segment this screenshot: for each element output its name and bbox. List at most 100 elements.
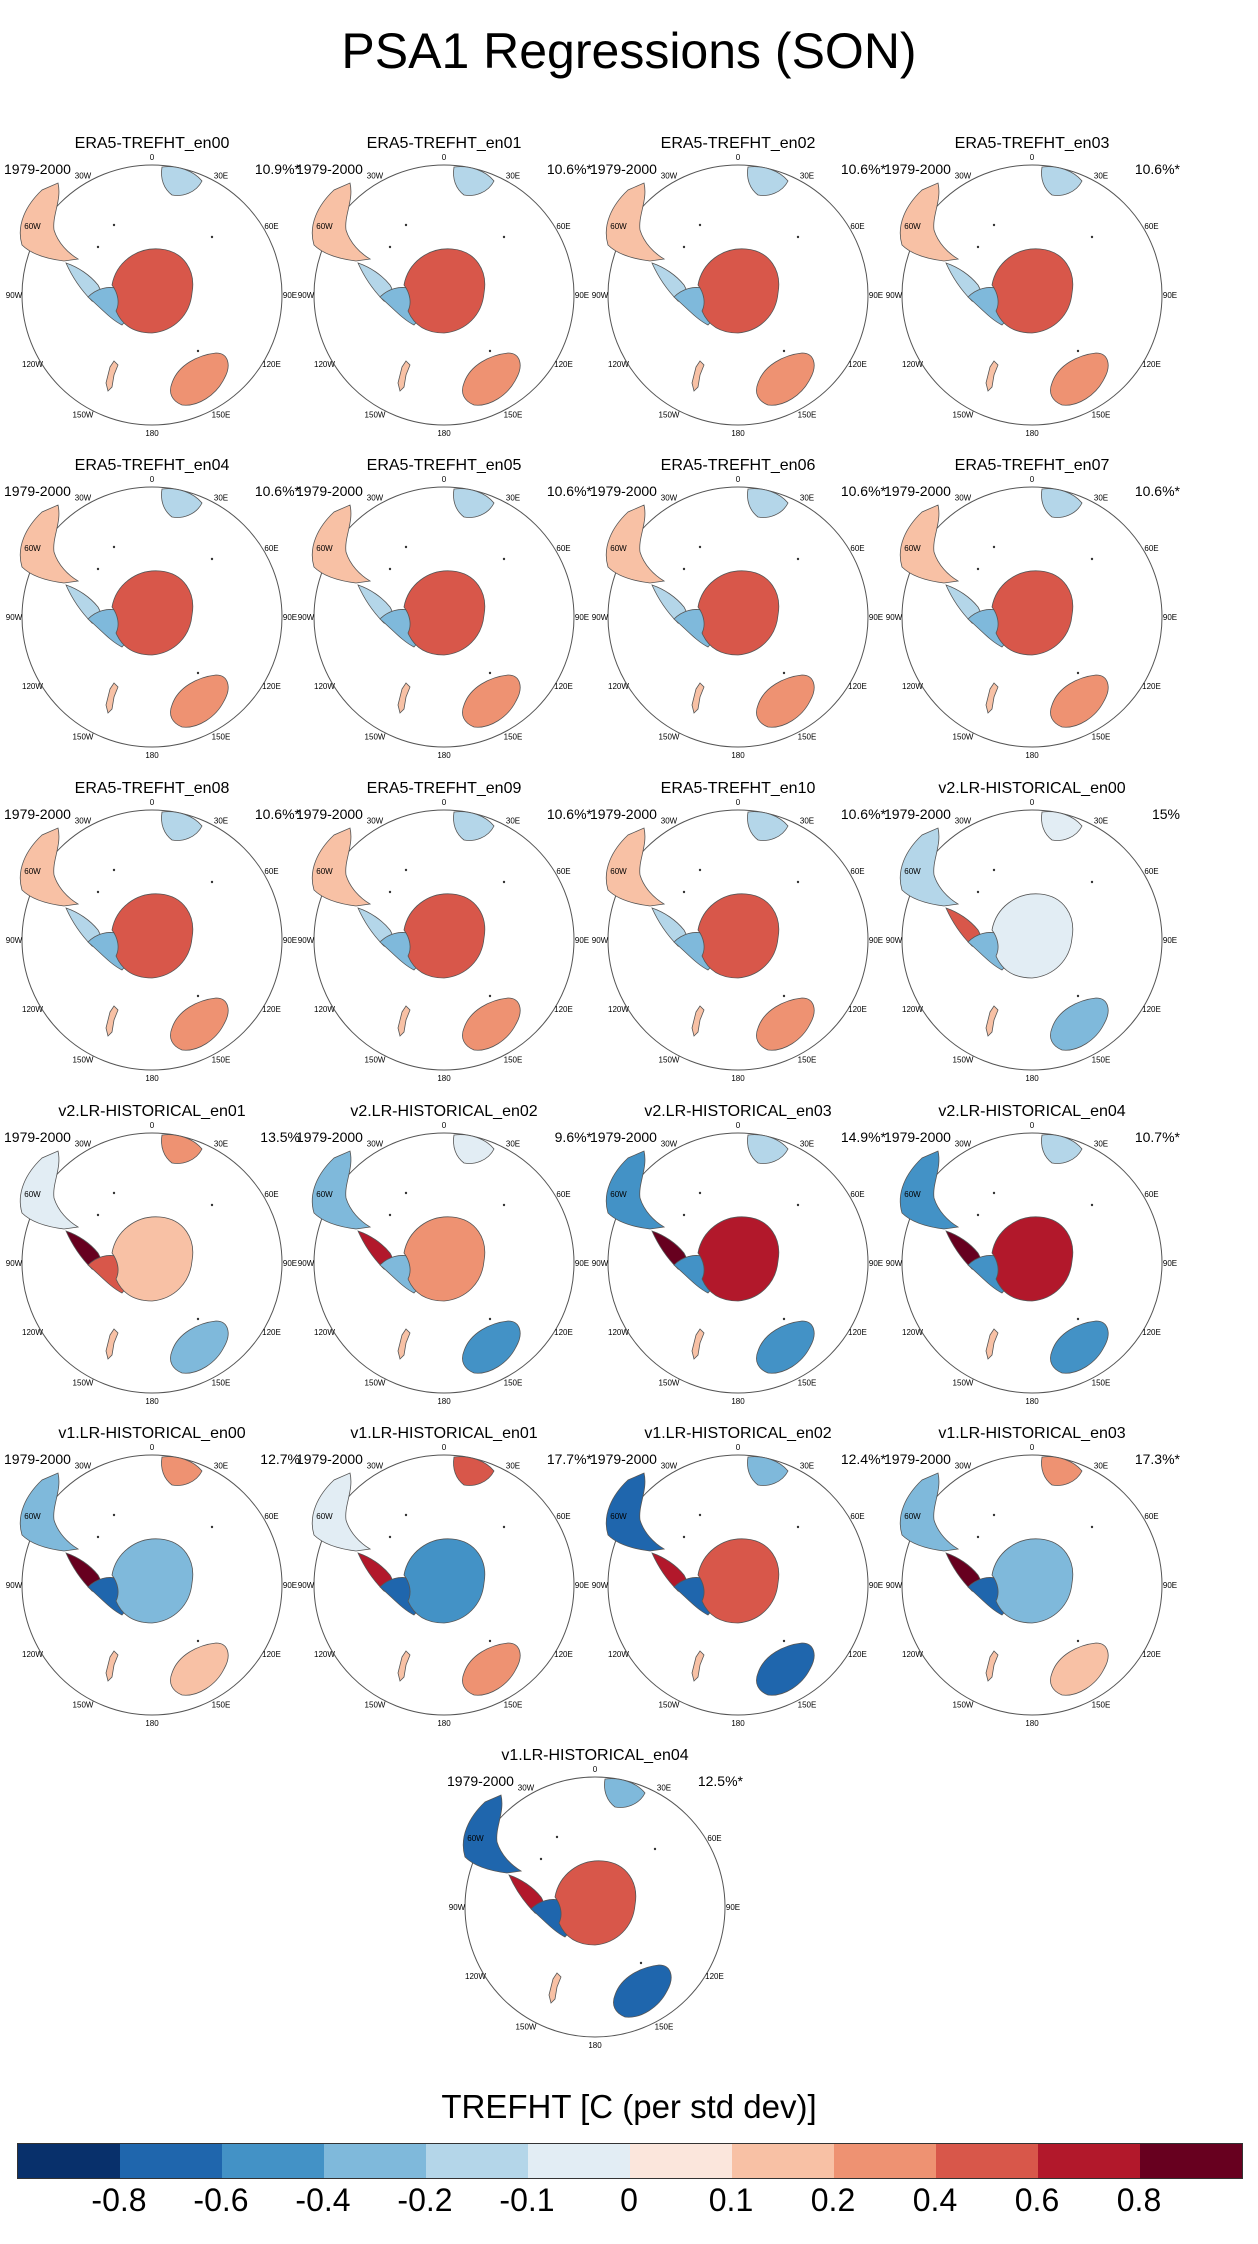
longitude-label: 30E <box>1094 1461 1108 1470</box>
australia-region <box>1050 1642 1109 1696</box>
polar-map: 0 30E 60E 90E 120E 150E 180 150W 120W 90W 60W 30W <box>298 1121 589 1406</box>
longitude-label: 0 <box>150 1443 155 1452</box>
island-marker <box>112 868 116 872</box>
longitude-label: 30E <box>1094 171 1108 180</box>
panel-period: 1979-2000 <box>296 1451 363 1467</box>
longitude-label: 0 <box>1030 475 1035 484</box>
colorbar-tick-label: 0.2 <box>810 2182 856 2218</box>
longitude-label: 60W <box>610 222 627 231</box>
longitude-label: 60E <box>1144 222 1158 231</box>
longitude-label: 30W <box>367 171 384 180</box>
longitude-label: 60W <box>24 222 41 231</box>
australia-region <box>1050 352 1109 406</box>
longitude-label: 60W <box>610 1190 627 1199</box>
polar-map: 0 30E 60E 90E 120E 150E 180 150W 120W 90W 60W 30W <box>298 153 589 438</box>
longitude-label: 150W <box>365 1379 386 1388</box>
africa-region <box>604 1778 646 1808</box>
longitude-label: 60E <box>1144 867 1158 876</box>
island-marker <box>488 1639 492 1643</box>
east-antarctica-region <box>403 570 486 656</box>
longitude-label: 90E <box>575 291 589 300</box>
colorbar-box <box>426 2144 528 2178</box>
africa-region <box>161 488 203 518</box>
longitude-label: 90E <box>1163 1259 1177 1268</box>
longitude-label: 180 <box>1025 429 1039 438</box>
longitude-label: 90W <box>6 1581 23 1590</box>
longitude-label: 150E <box>212 1701 231 1710</box>
colorbar-tick-label: -0.4 <box>295 2182 351 2218</box>
longitude-label: 90W <box>886 1581 903 1590</box>
longitude-label: 180 <box>731 751 745 760</box>
colorbar-box <box>120 2144 222 2178</box>
island-marker <box>976 890 980 894</box>
new-zealand-region <box>397 360 411 392</box>
east-antarctica-region <box>403 1538 486 1624</box>
australia-region <box>613 1964 672 2018</box>
polar-map: 0 30E 60E 90E 120E 150E 180 150W 120W 90W 60W 30W <box>592 1443 883 1728</box>
south-america-region <box>899 1472 960 1552</box>
island-marker <box>96 1535 100 1539</box>
longitude-label: 150W <box>659 733 680 742</box>
longitude-label: 150E <box>212 733 231 742</box>
longitude-label: 180 <box>437 751 451 760</box>
new-zealand-region <box>548 1972 562 2004</box>
island-marker <box>682 890 686 894</box>
longitude-label: 90W <box>6 1259 23 1268</box>
longitude-label: 120E <box>1142 682 1161 691</box>
island-marker <box>782 349 786 353</box>
east-antarctica-region <box>697 893 780 979</box>
panel-variance-percent: 10.6%* <box>254 483 300 499</box>
longitude-label: 180 <box>437 1397 451 1406</box>
map-panel: v1.LR-HISTORICAL_en02 1979-2000 12.4%* 0 30E… <box>588 1425 888 1735</box>
longitude-label: 180 <box>437 1719 451 1728</box>
island-marker <box>976 1535 980 1539</box>
colorbar-tick-label: -0.2 <box>397 2182 453 2218</box>
east-antarctica-region <box>991 248 1074 334</box>
new-zealand-region <box>691 360 705 392</box>
island-marker <box>698 868 702 872</box>
island-marker <box>388 890 392 894</box>
longitude-label: 0 <box>150 798 155 807</box>
africa-region <box>453 488 495 518</box>
island-marker <box>488 349 492 353</box>
longitude-label: 150E <box>504 1379 523 1388</box>
longitude-label: 30W <box>955 171 972 180</box>
colorbar-box <box>936 2144 1038 2178</box>
longitude-label: 90E <box>1163 936 1177 945</box>
longitude-label: 60E <box>556 867 570 876</box>
australia-region <box>170 1320 229 1374</box>
new-zealand-region <box>105 1328 119 1360</box>
longitude-label: 150W <box>365 411 386 420</box>
new-zealand-region <box>985 360 999 392</box>
island-marker <box>1090 1203 1094 1207</box>
longitude-label: 90E <box>283 1581 297 1590</box>
panel-title: v2.LR-HISTORICAL_en00 <box>938 780 1126 797</box>
longitude-label: 60W <box>316 544 333 553</box>
longitude-label: 60W <box>610 867 627 876</box>
longitude-label: 150E <box>798 411 817 420</box>
island-marker <box>976 567 980 571</box>
map-panel: v2.LR-HISTORICAL_en04 1979-2000 10.7%* 0 30E… <box>882 1103 1182 1413</box>
new-zealand-region <box>105 360 119 392</box>
panel-title: v2.LR-HISTORICAL_en04 <box>938 1103 1126 1120</box>
africa-region <box>1041 1134 1083 1164</box>
panel-title: ERA5-TREFHT_en00 <box>74 135 230 152</box>
australia-region <box>462 674 521 728</box>
longitude-label: 90E <box>869 613 883 622</box>
longitude-label: 0 <box>150 153 155 162</box>
longitude-label: 150W <box>659 1056 680 1065</box>
colorbar-box <box>324 2144 426 2178</box>
longitude-label: 150W <box>953 1056 974 1065</box>
longitude-label: 30E <box>800 1461 814 1470</box>
longitude-label: 120W <box>314 1328 335 1337</box>
longitude-label: 60E <box>1144 544 1158 553</box>
south-america-region <box>19 1150 80 1230</box>
east-antarctica-region <box>991 1216 1074 1302</box>
longitude-label: 150W <box>953 1379 974 1388</box>
east-antarctica-region <box>403 893 486 979</box>
island-marker <box>682 567 686 571</box>
island-marker <box>1076 994 1080 998</box>
longitude-label: 180 <box>145 429 159 438</box>
island-marker <box>1076 349 1080 353</box>
panel-variance-percent: 9.6%* <box>554 1129 592 1145</box>
